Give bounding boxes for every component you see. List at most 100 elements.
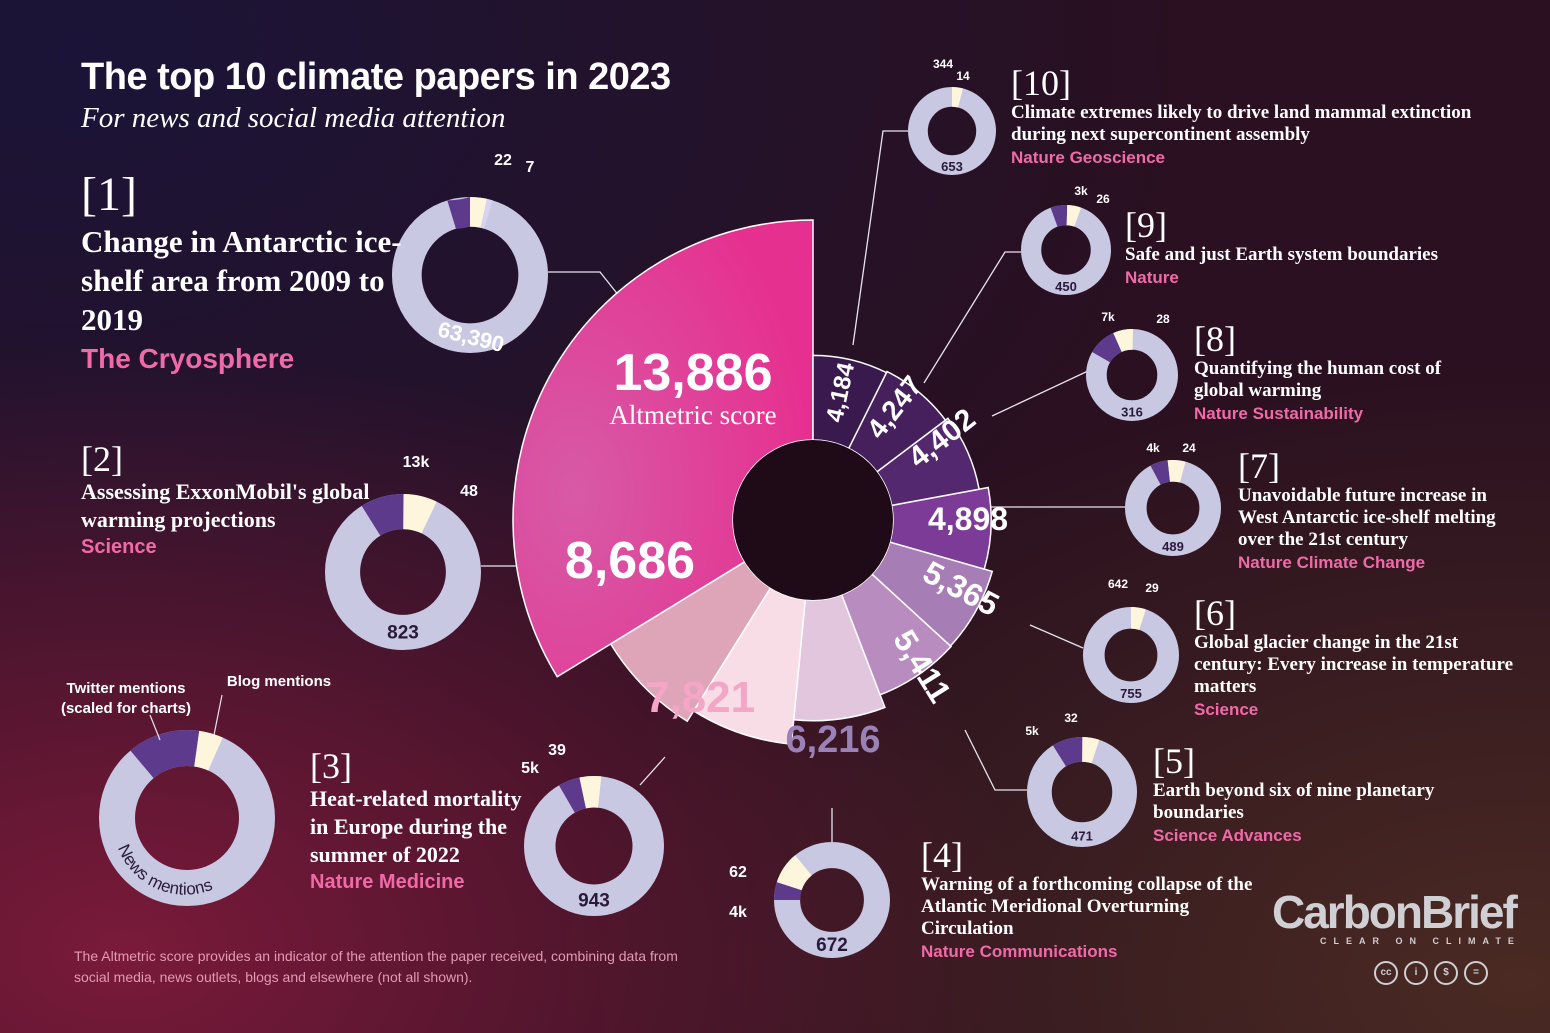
paper-4-title: Warning of a forthcoming collapse of the…: [921, 874, 1253, 939]
paper-3-twitter-segment: [559, 777, 586, 813]
paper-4-rank: [4]: [921, 835, 963, 875]
paper-2-mentions-donut: [324, 493, 481, 650]
paper-10-title: Climate extremes likely to drive land ma…: [1011, 102, 1472, 145]
paper-6-label: [6] Global glacier change in the 21st ce…: [1194, 594, 1524, 720]
cc-icon: cc: [1374, 961, 1398, 985]
paper-2-blog-segment: [403, 494, 437, 534]
paper-3-title: Heat-related mortality in Europe during …: [310, 786, 522, 867]
paper-5-blog-label: 32: [1064, 711, 1078, 725]
paper-9-label: [9] Safe and just Earth system boundarie…: [1125, 206, 1505, 288]
paper-4-journal: Nature Communications: [921, 942, 1118, 961]
paper-4-twitter-segment: [774, 882, 802, 900]
paper-1-title: Change in Antarctic ice-shelf area from …: [81, 224, 402, 337]
paper-5-blog-segment: [1082, 737, 1100, 764]
connector-line-8: [991, 370, 1089, 417]
paper-4-mentions-donut: [773, 841, 890, 958]
paper-7-label: [7] Unavoidable future increase in West …: [1238, 447, 1518, 573]
paper-6-rank: [6]: [1194, 593, 1236, 633]
page-title: The top 10 climate papers in 2023: [81, 56, 671, 98]
paper-8-twitter-segment: [1092, 332, 1122, 363]
paper-3-news-ring: [524, 776, 664, 916]
paper-2-news-label: 823: [387, 622, 419, 643]
paper-9-title: Safe and just Earth system boundaries: [1125, 244, 1439, 265]
paper-1-blog-segment: [470, 197, 488, 228]
wedge-value-3: 7,821: [645, 673, 755, 722]
legend-blog-label: Blog mentions: [227, 673, 331, 690]
logo-wordmark: CarbonBrief: [1272, 886, 1518, 938]
paper-7-twitter-segment: [1150, 460, 1171, 485]
paper-10-blog-label: 14: [956, 69, 970, 83]
paper-1-other-segment: [480, 198, 493, 229]
paper-10-label: [10] Climate extremes likely to drive la…: [1011, 64, 1521, 168]
paper-3-journal: Nature Medicine: [310, 871, 465, 893]
paper-10-blog-segment: [952, 87, 963, 108]
paper-8-journal: Nature Sustainability: [1194, 404, 1364, 423]
paper-1-news-segment: [447, 197, 470, 229]
connector-line-9: [923, 251, 1021, 384]
paper-9-journal: Nature: [1125, 268, 1179, 287]
paper-9-twitter-label: 3k: [1074, 184, 1088, 198]
paper-4-blog-segment: [776, 855, 812, 891]
paper-8-blog-label: 28: [1156, 312, 1170, 326]
paper-6-title: Global glacier change in the 21st centur…: [1194, 632, 1514, 697]
paper-8-title: Quantifying the human cost of global war…: [1194, 358, 1442, 401]
legend-blog-segment: [194, 730, 223, 771]
connector-line-3: [639, 756, 666, 786]
paper-5-title: Earth beyond six of nine planetary bound…: [1153, 780, 1435, 823]
paper-8-label: [8] Quantifying the human cost of global…: [1194, 320, 1494, 424]
paper-7-twitter-label: 4k: [1146, 441, 1160, 455]
paper-3-label: [3] Heat-related mortality in Europe dur…: [310, 747, 525, 894]
paper-3-blog-label: 39: [548, 742, 566, 759]
paper-6-blog-segment: [1131, 607, 1146, 630]
carbonbrief-logo: CarbonBrief CLEAR ON CLIMATE: [1272, 888, 1521, 946]
paper-5-mentions-donut: [1027, 737, 1137, 847]
paper-3-mentions-donut: [524, 776, 664, 916]
paper-7-blog-segment: [1167, 460, 1186, 483]
paper-1-news-ring: [392, 197, 549, 354]
paper-1-journal: The Cryosphere: [81, 343, 295, 374]
paper-9-news-ring: [1021, 205, 1111, 295]
attribution-icon: i: [1404, 961, 1428, 985]
paper-3-twitter-label: 5k: [521, 760, 539, 777]
page-subtitle: For news and social media attention: [81, 102, 506, 134]
paper-1-blog-label: 22: [494, 152, 512, 169]
logo-tagline: CLEAR ON CLIMATE: [1320, 936, 1521, 946]
paper-7-mentions-donut: [1125, 459, 1222, 556]
paper-4-news-label: 672: [816, 935, 848, 956]
paper-5-twitter-segment: [1052, 737, 1083, 767]
paper-2-journal: Science: [81, 536, 157, 558]
paper-7-news-ring: [1125, 459, 1222, 556]
paper-10-news-ring: [908, 87, 997, 175]
paper-9-mentions-donut: [1021, 205, 1111, 295]
paper-4-twitter-label: 4k: [729, 904, 747, 921]
paper-6-twitter-label: 642: [1108, 577, 1128, 591]
paper-7-journal: Nature Climate Change: [1238, 553, 1426, 572]
paper-2-label: [2] Assessing ExxonMobil's global warmin…: [81, 440, 371, 559]
chart-center-hole: [733, 440, 893, 600]
paper-6-news-label: 755: [1120, 686, 1142, 701]
paper-5-news-label: 471: [1071, 829, 1093, 844]
paper-5-news-ring: [1027, 737, 1137, 847]
altmetric-score-label: Altmetric score: [609, 400, 776, 430]
paper-6-blog-label: 29: [1145, 581, 1159, 595]
paper-2-blog-label: 48: [460, 483, 478, 500]
paper-5-rank: [5]: [1153, 741, 1195, 781]
connector-line-10: [852, 130, 908, 346]
legend-twitter-label: Twitter mentions (scaled for charts): [61, 680, 191, 717]
paper-9-blog-segment: [1066, 205, 1082, 227]
paper-3-blog-segment: [579, 776, 602, 809]
legend-blog-leader: [213, 694, 223, 736]
noncommercial-icon: $: [1434, 961, 1458, 985]
connector-line-6: [1029, 624, 1084, 649]
paper-3-rank: [3]: [310, 746, 352, 786]
paper-1-mentions-donut: [392, 197, 549, 354]
paper-4-label: [4] Warning of a forthcoming collapse of…: [921, 836, 1261, 962]
paper-9-news-label: 450: [1055, 279, 1077, 294]
wedge-value-1: 13,886: [613, 344, 772, 402]
paper-2-title: Assessing ExxonMobil's global warming pr…: [81, 479, 370, 532]
paper-10-rank: [10]: [1011, 63, 1071, 103]
legend-twitter-segment: [130, 730, 200, 779]
paper-6-news-ring: [1083, 606, 1180, 703]
paper-5-journal: Science Advances: [1153, 826, 1302, 845]
paper-9-rank: [9]: [1125, 205, 1167, 245]
